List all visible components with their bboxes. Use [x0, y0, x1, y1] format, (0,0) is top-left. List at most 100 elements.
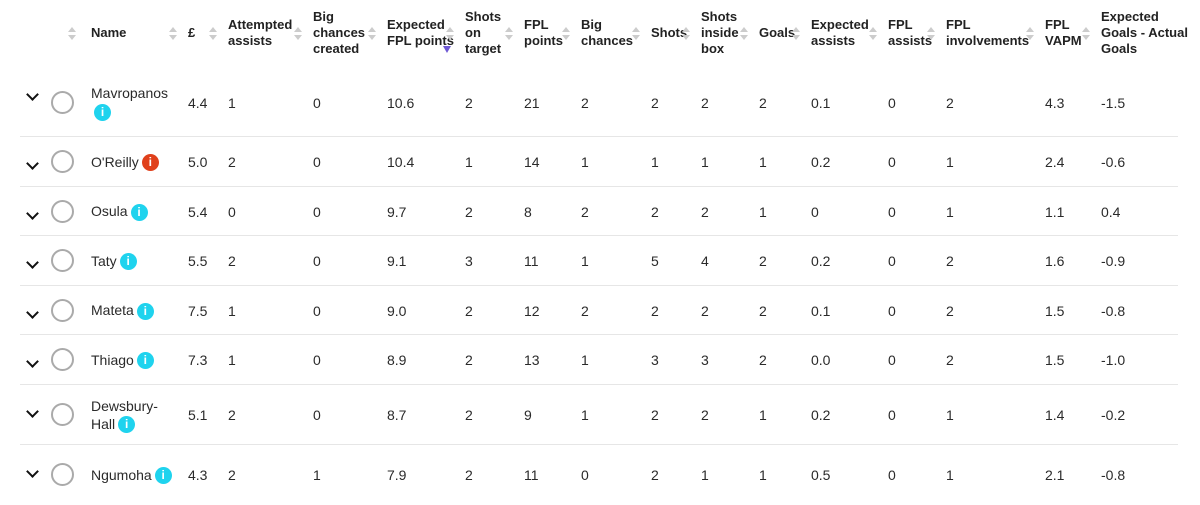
row-separator: [20, 235, 1178, 236]
sort-down[interactable]: [740, 35, 748, 40]
cell: 0: [888, 467, 896, 483]
column-header[interactable]: Shots: [651, 25, 688, 40]
column-header[interactable]: Expected assists: [811, 17, 869, 48]
column-header[interactable]: £: [188, 25, 196, 40]
cell: 2: [946, 302, 954, 319]
info-icon[interactable]: i: [136, 352, 154, 370]
sort-down[interactable]: [632, 35, 640, 40]
sort-down[interactable]: [562, 35, 570, 40]
select-radio[interactable]: [51, 298, 74, 322]
row-separator: [20, 334, 1178, 335]
info-icon[interactable]: i: [130, 203, 148, 221]
sort-down[interactable]: [446, 35, 454, 40]
sort-down[interactable]: [682, 35, 690, 40]
cell: 2: [228, 467, 236, 483]
select-radio[interactable]: [51, 150, 74, 173]
column-header[interactable]: FPL VAPM: [1045, 17, 1082, 48]
select-radio[interactable]: [51, 348, 74, 371]
expand-toggle[interactable]: [26, 405, 39, 418]
expand-toggle[interactable]: [26, 465, 39, 478]
select-radio[interactable]: [51, 403, 74, 426]
column-header[interactable]: Goals: [759, 25, 796, 40]
cell: 1: [581, 253, 589, 269]
column-header[interactable]: Shots on target: [465, 9, 502, 56]
column-header[interactable]: Shots inside box: [701, 9, 739, 56]
sort-up[interactable]: [68, 27, 76, 32]
select-radio[interactable]: [51, 199, 74, 223]
cell: 8.7: [387, 407, 407, 423]
cell: 2: [946, 253, 954, 269]
cell: 9: [524, 407, 532, 423]
sort-up[interactable]: [209, 27, 217, 32]
sort-down[interactable]: [1082, 35, 1090, 40]
column-header[interactable]: Name: [91, 25, 127, 40]
cell: 2: [581, 94, 589, 111]
cell: 0: [888, 154, 896, 170]
cell: 1: [759, 203, 767, 220]
cell: 2: [651, 203, 659, 220]
info-icon[interactable]: i: [94, 103, 111, 121]
expand-toggle[interactable]: [26, 306, 39, 319]
sort-down[interactable]: [209, 35, 217, 40]
cell: 2: [465, 302, 473, 319]
sort-up[interactable]: [368, 27, 376, 32]
cell: 2: [228, 407, 236, 423]
select-radio[interactable]: [51, 463, 74, 486]
column-header[interactable]: Big chances created: [313, 9, 366, 56]
cell: 2: [581, 203, 589, 220]
sort-up[interactable]: [927, 27, 935, 32]
info-icon[interactable]: i: [118, 416, 136, 434]
player-name: Mavropanosi: [91, 72, 177, 133]
sort-up[interactable]: [869, 27, 877, 32]
column-header[interactable]: Expected FPL points: [387, 17, 454, 48]
sort-down[interactable]: [792, 35, 800, 40]
select-radio[interactable]: [51, 249, 74, 272]
expand-toggle[interactable]: [26, 88, 39, 101]
info-icon[interactable]: i: [136, 302, 154, 320]
expand-toggle[interactable]: [26, 157, 39, 170]
sort-up[interactable]: [1026, 27, 1034, 32]
column-header[interactable]: Expected Goals - Actual Goals: [1101, 9, 1188, 56]
name-wrap: Taty i: [91, 252, 137, 271]
cell: 9.7: [387, 203, 407, 220]
sort-up[interactable]: [505, 27, 513, 32]
info-icon[interactable]: i: [154, 467, 172, 485]
sort-up[interactable]: [1082, 27, 1090, 32]
cell: 0: [888, 352, 896, 368]
sort-up[interactable]: [740, 27, 748, 32]
sort-up[interactable]: [562, 27, 570, 32]
sort-up[interactable]: [169, 27, 177, 32]
sort-down[interactable]: [368, 35, 376, 40]
sort-up[interactable]: [294, 27, 302, 32]
select-radio[interactable]: [51, 90, 74, 114]
expand-toggle[interactable]: [26, 207, 39, 220]
sort-up[interactable]: [632, 27, 640, 32]
cell: 2: [465, 203, 473, 220]
expand-toggle[interactable]: [26, 256, 39, 269]
cell: 2: [759, 94, 767, 111]
column-header[interactable]: Big chances: [581, 17, 634, 48]
sort-down[interactable]: [869, 35, 877, 40]
column-header[interactable]: FPL assists: [888, 17, 933, 48]
cell: 5.1: [188, 407, 208, 423]
column-header[interactable]: Attempted assists: [228, 17, 293, 48]
sort-up[interactable]: [792, 27, 800, 32]
column-header[interactable]: FPL points: [524, 17, 563, 48]
sort-up[interactable]: [446, 27, 454, 32]
player-name-text: Osula: [91, 203, 128, 220]
player-name: Osula i: [91, 191, 177, 232]
sort-down[interactable]: [505, 35, 513, 40]
expand-toggle[interactable]: [26, 355, 39, 368]
sort-down[interactable]: [927, 35, 935, 40]
sort-down[interactable]: [1026, 35, 1034, 40]
sort-down[interactable]: [169, 35, 177, 40]
info-icon[interactable]: i: [141, 154, 159, 172]
sort-up[interactable]: [682, 27, 690, 32]
column-header[interactable]: FPL involvements: [946, 17, 1030, 48]
cell: 0.1: [811, 94, 831, 111]
info-icon[interactable]: i: [119, 253, 137, 271]
cell: 10.4: [387, 154, 415, 170]
sort-down[interactable]: [294, 35, 302, 40]
cell: 1: [701, 467, 709, 483]
sort-down[interactable]: [68, 35, 76, 40]
